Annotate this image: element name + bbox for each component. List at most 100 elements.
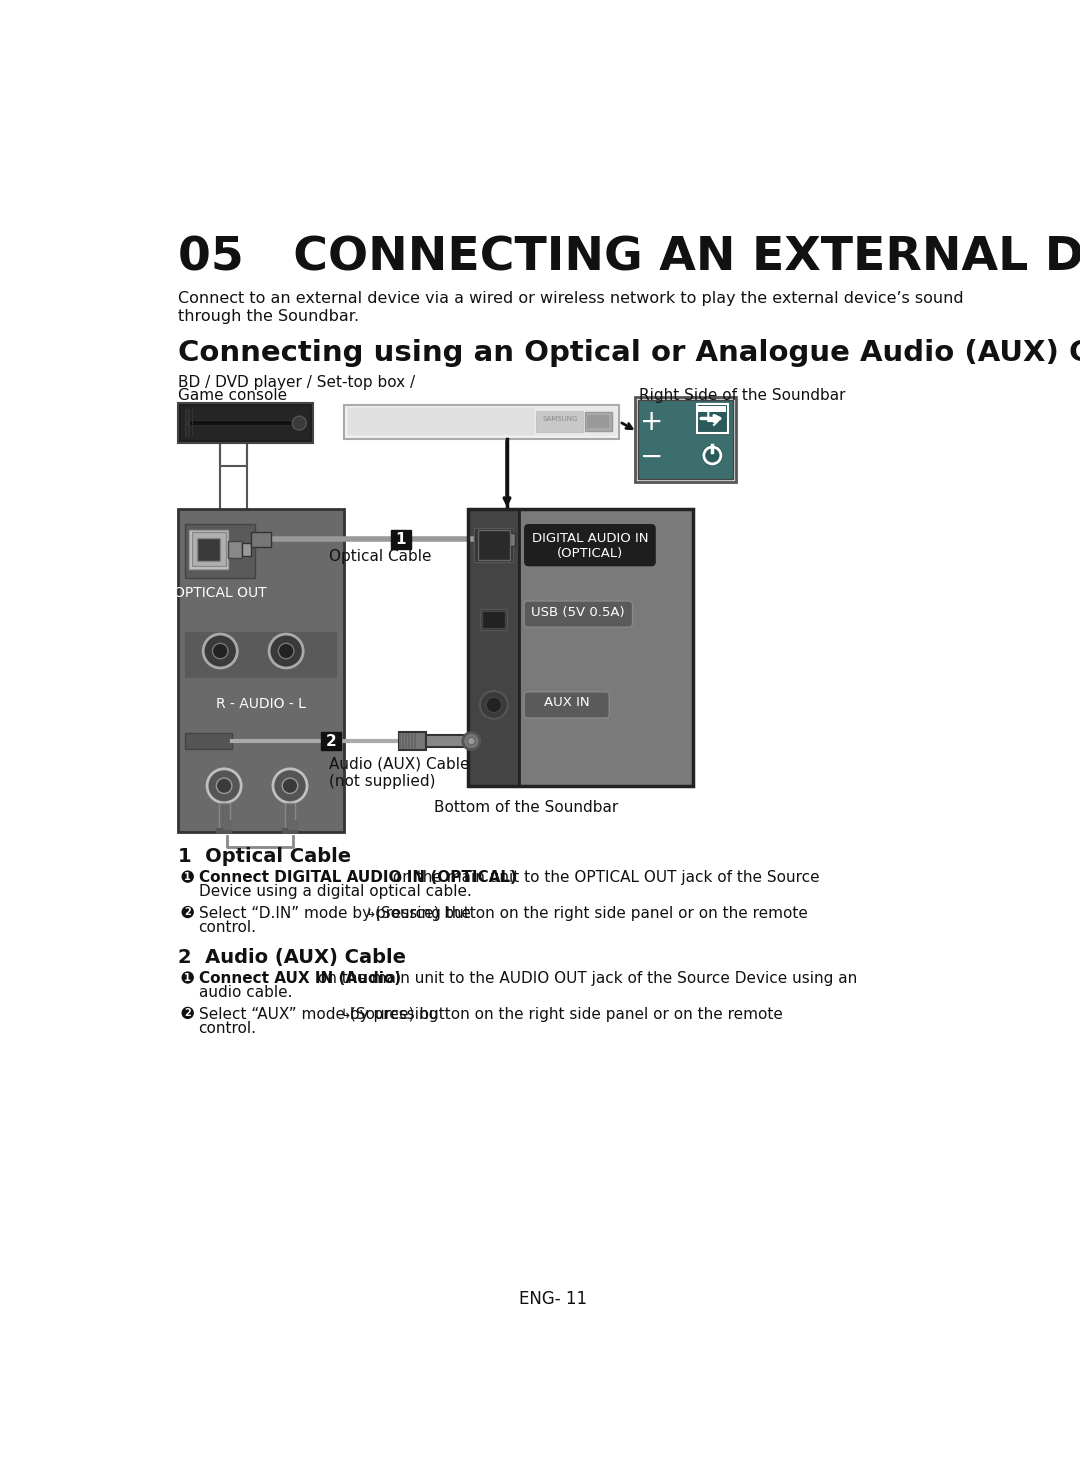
Bar <box>408 734 410 748</box>
Circle shape <box>486 697 501 713</box>
Circle shape <box>480 691 508 719</box>
Bar <box>189 529 228 568</box>
Bar <box>537 411 583 432</box>
Bar <box>186 524 255 578</box>
Bar <box>426 735 469 747</box>
Bar <box>186 410 187 436</box>
Text: Connect to an external device via a wired or wireless network to play the extern: Connect to an external device via a wire… <box>177 291 963 324</box>
Bar <box>216 828 232 834</box>
Bar <box>635 396 735 482</box>
Text: 2  Audio (AUX) Cable: 2 Audio (AUX) Cable <box>177 948 406 967</box>
Bar <box>191 410 193 436</box>
Text: 05   CONNECTING AN EXTERNAL DEVICE: 05 CONNECTING AN EXTERNAL DEVICE <box>177 235 1080 280</box>
Bar <box>391 529 410 549</box>
Bar <box>518 509 693 785</box>
Circle shape <box>282 778 298 793</box>
Circle shape <box>181 972 194 984</box>
Bar <box>218 803 230 830</box>
Bar <box>586 414 609 429</box>
Text: ↳: ↳ <box>702 407 723 430</box>
Text: 1: 1 <box>185 973 191 982</box>
Bar <box>699 407 727 410</box>
Text: control.: control. <box>199 1021 257 1035</box>
Circle shape <box>207 769 241 803</box>
Text: 1  Optical Cable: 1 Optical Cable <box>177 847 351 867</box>
Bar <box>699 410 727 413</box>
Bar <box>405 734 407 748</box>
Bar <box>584 413 611 430</box>
Text: Device using a digital optical cable.: Device using a digital optical cable. <box>199 884 472 899</box>
Bar <box>697 404 728 433</box>
Text: 1: 1 <box>395 532 406 547</box>
Text: Select “AUX” mode by pressing: Select “AUX” mode by pressing <box>199 1007 437 1022</box>
Bar <box>252 531 271 547</box>
Bar <box>228 541 242 558</box>
Bar <box>410 734 414 748</box>
Text: ↳: ↳ <box>365 907 376 920</box>
Bar <box>186 734 232 748</box>
Bar <box>222 821 232 830</box>
Text: ↳: ↳ <box>340 1007 351 1021</box>
Bar <box>191 532 226 566</box>
Bar <box>414 734 416 748</box>
Text: Connect AUX IN (Audio): Connect AUX IN (Audio) <box>199 972 401 986</box>
Bar <box>402 734 404 748</box>
Bar <box>288 821 298 830</box>
Bar <box>484 529 501 549</box>
Bar <box>187 420 292 426</box>
Text: Bottom of the Soundbar: Bottom of the Soundbar <box>434 800 619 815</box>
Text: Audio (AUX) Cable
(not supplied): Audio (AUX) Cable (not supplied) <box>328 757 469 788</box>
Text: Game console: Game console <box>177 387 287 402</box>
Text: (Source) button on the right side panel or on the remote: (Source) button on the right side panel … <box>350 1007 783 1022</box>
Bar <box>482 611 504 629</box>
Bar <box>501 534 515 546</box>
Circle shape <box>293 416 307 430</box>
Bar <box>474 528 513 562</box>
Circle shape <box>463 732 480 750</box>
Text: 2: 2 <box>185 1007 191 1018</box>
Circle shape <box>279 643 294 658</box>
Text: 2: 2 <box>326 734 337 748</box>
Text: AUX IN: AUX IN <box>544 697 590 710</box>
Bar <box>177 509 345 833</box>
Bar <box>180 407 310 441</box>
Text: Right Side of the Soundbar: Right Side of the Soundbar <box>638 387 846 402</box>
Bar <box>197 538 220 561</box>
Circle shape <box>213 643 228 658</box>
Bar <box>399 734 401 748</box>
Circle shape <box>181 871 194 883</box>
Bar <box>638 399 732 479</box>
Text: OPTICAL OUT: OPTICAL OUT <box>174 586 267 599</box>
Text: BD / DVD player / Set-top box /: BD / DVD player / Set-top box / <box>177 376 415 390</box>
Bar <box>348 408 535 435</box>
Bar <box>399 732 426 750</box>
Text: USB (5V 0.5A): USB (5V 0.5A) <box>531 606 625 620</box>
Circle shape <box>273 769 307 803</box>
Bar <box>177 404 313 444</box>
Circle shape <box>181 1007 194 1019</box>
Circle shape <box>269 634 303 669</box>
Bar <box>347 407 617 436</box>
FancyBboxPatch shape <box>524 692 609 717</box>
Text: on the main unit to the OPTICAL OUT jack of the Source: on the main unit to the OPTICAL OUT jack… <box>389 871 820 886</box>
Text: 2: 2 <box>185 907 191 917</box>
Circle shape <box>203 634 238 669</box>
Bar <box>469 509 518 785</box>
FancyBboxPatch shape <box>524 600 633 627</box>
Text: control.: control. <box>199 920 257 935</box>
Bar <box>345 405 619 438</box>
Text: (Source) button on the right side panel or on the remote: (Source) button on the right side panel … <box>375 907 808 921</box>
Bar <box>469 509 693 785</box>
Text: Select “D.IN” mode by pressing the: Select “D.IN” mode by pressing the <box>199 907 471 921</box>
Circle shape <box>468 737 475 745</box>
Text: R - AUDIO - L: R - AUDIO - L <box>216 697 307 711</box>
Text: DIGITAL AUDIO IN
(OPTICAL): DIGITAL AUDIO IN (OPTICAL) <box>531 531 648 559</box>
Text: 1: 1 <box>185 871 191 881</box>
Circle shape <box>702 445 724 466</box>
Bar <box>321 732 341 750</box>
Bar <box>189 410 190 436</box>
Text: on the main unit to the AUDIO OUT jack of the Source Device using an: on the main unit to the AUDIO OUT jack o… <box>313 972 858 986</box>
Bar <box>480 609 507 630</box>
Text: Optical Cable: Optical Cable <box>328 549 431 565</box>
Bar <box>242 543 252 556</box>
